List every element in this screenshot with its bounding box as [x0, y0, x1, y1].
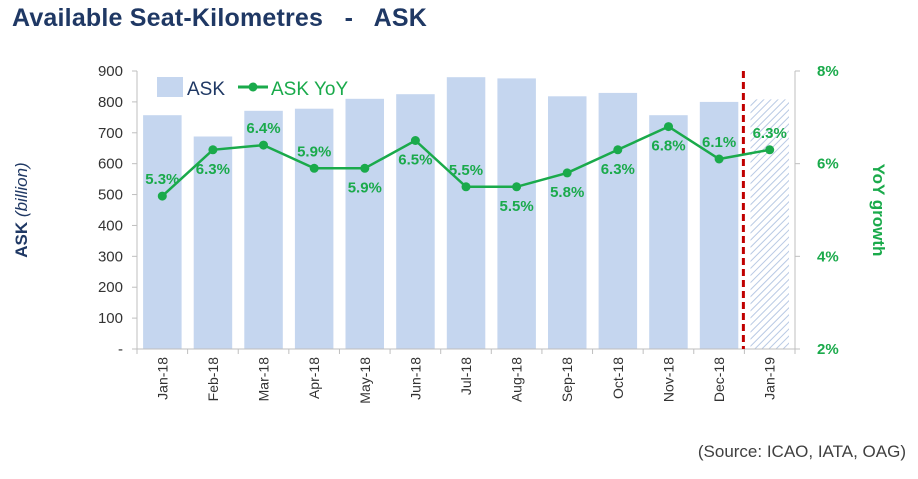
yoy-data-label: 5.5%: [499, 198, 533, 215]
y-tick-label: -: [118, 341, 123, 358]
y-tick-label: 600: [98, 156, 123, 173]
y-tick-label: 900: [98, 63, 123, 80]
bar-Sep-18: [548, 96, 587, 349]
chart-title: Available Seat-Kilometres - ASK: [12, 4, 427, 32]
yoy-point-Oct-18: [613, 145, 623, 155]
yoy-data-label: 6.3%: [196, 161, 230, 178]
ask-bars: [143, 77, 789, 350]
bar-Feb-18: [193, 136, 233, 349]
yoy-point-Mar-18: [259, 140, 268, 150]
yoy-point-Aug-18: [512, 182, 522, 192]
y2-axis-title: YoY growth: [869, 164, 888, 257]
y-tick-label: 800: [98, 94, 123, 111]
source-note: (Source: ICAO, IATA, OAG): [697, 442, 906, 461]
yoy-point-Jan-18: [157, 191, 167, 201]
yoy-point-Jul-18: [461, 182, 471, 192]
y2-tick-label: 4%: [817, 248, 839, 265]
yoy-line-series: [157, 122, 775, 201]
bar-Aug-18: [497, 78, 536, 350]
bar-Oct-18: [598, 92, 638, 350]
x-tick-label: May-18: [357, 357, 373, 404]
x-tick-label: Apr-18: [306, 357, 322, 399]
yoy-data-labels: 5.3% 6.3% 6.4% 5.9% 5.9% 6.5% 5.5% 5.5% 5.8% 6.3%…: [145, 120, 787, 215]
y-axis-title: ASK (billion): [12, 162, 31, 257]
bar-Jun-18: [396, 94, 435, 349]
yoy-data-label: 6.3%: [753, 125, 787, 142]
yoy-point-Jun-18: [410, 136, 420, 145]
yoy-data-label: 5.3%: [145, 171, 179, 188]
axes: - 100 200 300 400 500 600 700 800 900 2% 4% 6% 8% Jan-…: [98, 63, 839, 404]
yoy-data-label: 5.9%: [297, 143, 331, 160]
yoy-point-Dec-18: [714, 154, 724, 164]
bar-Jul-18: [446, 77, 486, 349]
yoy-data-label: 6.5%: [398, 152, 432, 169]
yoy-data-label: 6.8%: [651, 138, 685, 155]
y2-tick-label: 2%: [817, 341, 839, 358]
legend-ask-swatch: [157, 77, 183, 97]
bar-May-18: [345, 98, 384, 349]
x-tick-label: Sep-18: [559, 357, 575, 402]
y-axis-title-unit: (billion): [12, 162, 31, 217]
x-tick-label: Nov-18: [661, 357, 677, 402]
x-tick-label: Jul-18: [458, 357, 474, 395]
x-tick-label: Aug-18: [509, 357, 525, 402]
y2-tick-label: 8%: [817, 63, 839, 80]
bar-Jan-18: [143, 115, 182, 349]
legend-yoy-swatch-marker: [248, 82, 258, 92]
legend: ASK ASK YoY: [157, 77, 348, 100]
yoy-point-Jan-19: [765, 145, 775, 155]
yoy-data-label: 6.3%: [601, 161, 635, 178]
x-tick-label: Dec-18: [711, 357, 727, 402]
y-tick-label: 300: [98, 248, 123, 265]
legend-yoy-label: ASK YoY: [271, 79, 348, 100]
yoy-point-Nov-18: [664, 122, 673, 132]
yoy-data-label: 6.1%: [702, 134, 736, 151]
x-tick-label: Jan-18: [154, 357, 170, 400]
y-tick-label: 200: [98, 279, 123, 296]
x-tick-label: Mar-18: [256, 357, 272, 402]
yoy-point-Feb-18: [208, 145, 218, 155]
yoy-point-Sep-18: [562, 168, 572, 178]
x-tick-label: Feb-18: [205, 357, 221, 402]
yoy-data-label: 5.9%: [348, 179, 382, 196]
bar-forecast-Jan-19: [750, 99, 789, 350]
yoy-data-label: 6.4%: [246, 120, 280, 137]
yoy-point-Apr-18: [309, 163, 319, 173]
bar-Nov-18: [649, 115, 688, 349]
x-tick-label: Oct-18: [610, 357, 626, 399]
y-tick-label: 500: [98, 187, 123, 204]
yoy-point-May-18: [360, 163, 370, 173]
bar-Dec-18: [699, 101, 739, 350]
y-axis-title-main: ASK: [12, 221, 31, 258]
y-tick-label: 400: [98, 217, 123, 234]
y-tick-label: 700: [98, 125, 123, 142]
y-tick-label: 100: [98, 310, 123, 327]
bar-Apr-18: [294, 108, 334, 349]
yoy-data-label: 5.8%: [550, 184, 584, 201]
legend-ask-label: ASK: [187, 79, 225, 100]
y2-tick-label: 6%: [817, 156, 839, 173]
x-tick-label: Jun-18: [407, 357, 423, 400]
yoy-data-label: 5.5%: [449, 162, 483, 179]
x-tick-label: Jan-19: [762, 357, 778, 400]
